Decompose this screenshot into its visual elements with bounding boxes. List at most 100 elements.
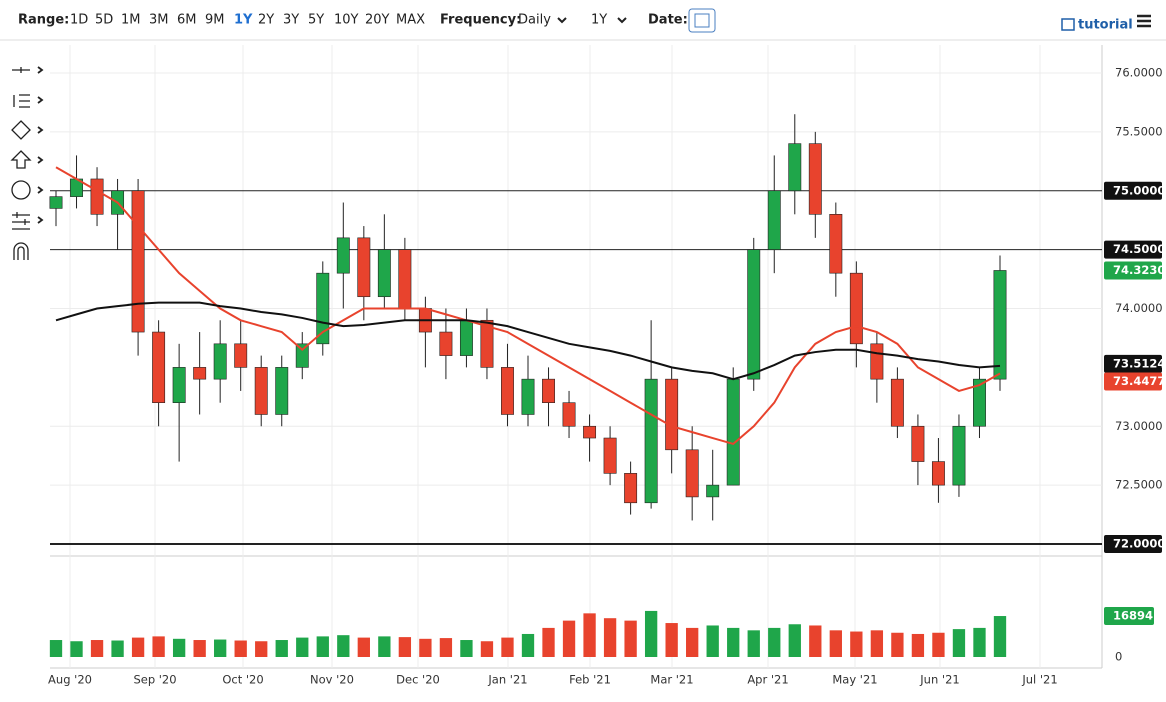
x-tick-label: Feb '21 — [569, 673, 611, 687]
volume-bar — [809, 625, 822, 657]
tool-shape[interactable] — [11, 120, 31, 140]
volume-bar — [870, 630, 884, 657]
calendar-icon — [694, 13, 710, 28]
volume-bar — [111, 640, 124, 657]
candle-body — [90, 178, 104, 215]
candle-body — [665, 378, 679, 451]
price-label-box — [1104, 354, 1162, 373]
y-tick-label: 75.5000 — [1115, 124, 1163, 138]
candle-body — [911, 425, 925, 462]
candle-body — [849, 272, 863, 345]
candle-body — [829, 214, 843, 274]
x-tick-label: Apr '21 — [747, 673, 788, 687]
volume-bar — [152, 636, 165, 657]
candle-body — [172, 367, 186, 404]
range-button[interactable]: 5Y — [308, 13, 324, 28]
range-button[interactable]: 1M — [121, 13, 141, 28]
candle-body — [706, 484, 720, 498]
tool-magnet[interactable] — [13, 242, 29, 260]
volume-bar — [542, 627, 555, 657]
frequency-select[interactable]: Daily — [518, 13, 551, 28]
level-label: 75.0000 — [1113, 183, 1165, 197]
candle-body — [890, 378, 904, 427]
volume-bar — [378, 636, 391, 657]
volume-bar — [172, 638, 186, 657]
volume-bar — [644, 610, 658, 657]
calendar-button[interactable] — [688, 8, 716, 33]
candle-body — [747, 249, 761, 380]
range-button[interactable]: 3M — [149, 13, 169, 28]
volume-bar — [398, 637, 412, 657]
menu-button[interactable] — [1137, 14, 1151, 28]
volume-bar — [357, 637, 370, 657]
candle-body — [254, 367, 268, 415]
tool-line[interactable] — [12, 67, 30, 73]
range-button[interactable]: 2Y — [258, 13, 274, 28]
volume-bar — [234, 640, 247, 657]
tutorial-link[interactable]: tutorial — [1078, 18, 1133, 33]
range-button[interactable]: 3Y — [283, 13, 299, 28]
candle-body — [870, 343, 884, 380]
range-button[interactable]: 1D — [70, 13, 88, 28]
axis-labels: 76.0000 75.5000 74.0000 73.0000 72.5000 Aug '… — [48, 66, 1165, 687]
candle-body — [952, 425, 966, 486]
range-button[interactable]: 9M — [205, 13, 225, 28]
volume-bar — [90, 640, 104, 657]
x-tick-label: May '21 — [832, 673, 877, 687]
range-button[interactable]: MAX — [396, 13, 425, 28]
volume-bar — [788, 624, 801, 657]
range-button[interactable]: 6M — [177, 13, 197, 28]
left-tools — [10, 66, 44, 260]
tool-arrow[interactable] — [10, 150, 32, 169]
candle-body — [193, 367, 207, 380]
price-label: 73.5124 — [1113, 356, 1165, 370]
volume-bar — [460, 640, 473, 657]
volume-bar — [952, 629, 966, 657]
candle-body — [767, 190, 781, 250]
volume-bar — [583, 613, 596, 657]
range-button[interactable]: 20Y — [365, 13, 390, 28]
volume-bar — [973, 627, 986, 657]
volume-bar — [480, 641, 494, 657]
toolbar: Range: Frequency: Daily 1Y Date: tutoria… — [18, 8, 1151, 33]
grid — [50, 45, 1102, 668]
price-label: 73.4477 — [1113, 374, 1165, 388]
level-label: 74.5000 — [1113, 242, 1165, 256]
volume-bar — [932, 632, 945, 657]
period-select[interactable]: 1Y — [591, 13, 607, 28]
frequency-label: Frequency: — [440, 13, 521, 28]
candle-body — [973, 378, 986, 427]
moving-average — [55, 166, 1001, 446]
level-label-box — [1104, 535, 1162, 553]
range-button[interactable]: 10Y — [334, 13, 359, 28]
volume-bar — [337, 635, 350, 657]
volume-bar — [439, 638, 453, 657]
volume-bar — [214, 639, 227, 657]
plot — [49, 114, 1102, 657]
range-button[interactable]: 1Y — [234, 13, 253, 28]
volume-bar — [727, 627, 740, 657]
caret — [557, 17, 567, 24]
volume-bar — [275, 640, 288, 657]
candle-body — [398, 249, 412, 309]
volume-bar — [131, 637, 145, 657]
volume-bar — [706, 625, 719, 657]
volume-tick-label: 0 — [1115, 650, 1122, 664]
candle-body — [295, 343, 309, 368]
x-tick-label: Nov '20 — [310, 673, 354, 687]
candle-body — [377, 249, 391, 298]
volume-bar — [419, 638, 432, 657]
candle-body — [357, 237, 371, 298]
tool-fib[interactable] — [13, 94, 30, 108]
candle-body — [439, 331, 453, 356]
candle-body — [131, 190, 145, 333]
candle-body — [49, 196, 63, 209]
tool-measure[interactable] — [12, 212, 30, 230]
volume-bar — [316, 636, 329, 657]
candle-body — [788, 143, 802, 192]
tool-note[interactable] — [11, 180, 31, 200]
x-tick-label: Jul '21 — [1021, 673, 1057, 687]
range-button[interactable]: 5D — [95, 13, 113, 28]
volume-bar — [665, 623, 678, 657]
